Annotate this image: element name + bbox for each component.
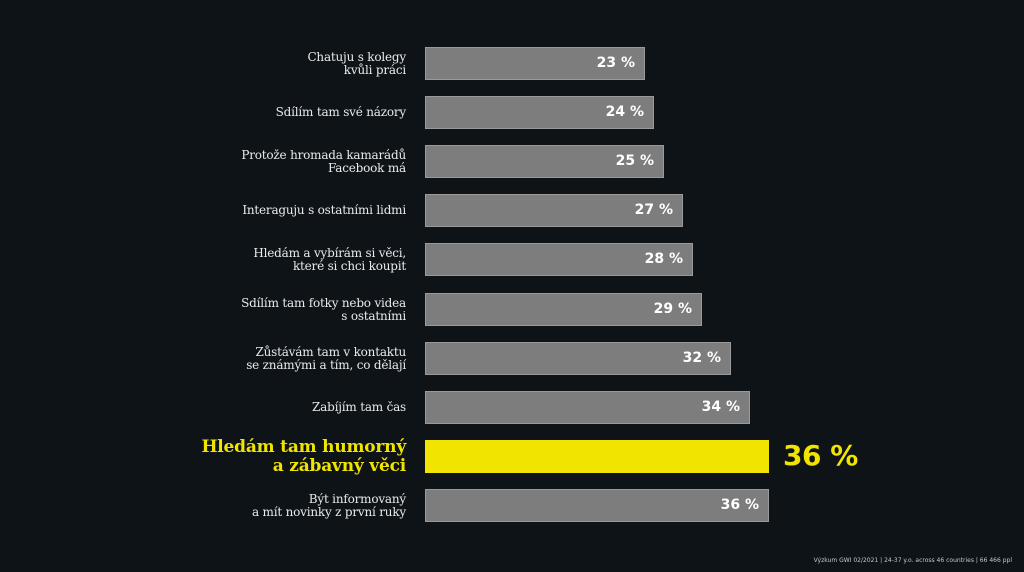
value-label: 32 % [682,350,721,366]
category-label-highlight: Hledám tam humorný a zábavný věci [201,437,406,476]
value-label: 25 % [615,153,654,169]
bar [425,194,683,227]
bar [425,47,645,80]
category-label: Zůstávám tam v kontaktu se známými a tím… [246,345,406,372]
bar-row: Interaguju s ostatními lidmi 27 % [0,194,1024,227]
value-label: 34 % [701,399,740,415]
value-label: 36 % [720,497,759,513]
category-label: Být informovaný a mít novinky z první ru… [251,492,406,519]
category-label: Sdílím tam své názory [275,105,407,119]
category-label: Hledám a vybírám si věci, které si chci … [253,246,406,273]
source-footnote: Výzkum GWI 02/2021 | 24-37 y.o. across 4… [813,557,1012,564]
bar [425,243,693,276]
value-label-highlight: 36 % [783,439,858,472]
bar [425,489,769,522]
bar-row: Zůstávám tam v kontaktu se známými a tím… [0,342,1024,375]
bar-row: Hledám a vybírám si věci, které si chci … [0,243,1024,276]
bar-highlight [425,440,769,473]
bar-row: Sdílím tam fotky nebo videa s ostatními 2… [0,293,1024,326]
value-label: 28 % [644,251,683,267]
category-label: Chatuju s kolegy kvůli práci [307,50,406,77]
bar [425,96,654,129]
bar-row: Být informovaný a mít novinky z první ru… [0,489,1024,522]
category-label: Sdílím tam fotky nebo videa s ostatními [241,296,406,323]
bar-row: Hledám tam humorný a zábavný věci 36 % [0,437,1024,476]
bar-row: Chatuju s kolegy kvůli práci 23 % [0,47,1024,80]
value-label: 23 % [596,55,635,71]
bar-row: Sdílím tam své názory 24 % [0,96,1024,129]
bar-row: Protože hromada kamarádů Facebook má 25 % [0,145,1024,178]
category-label: Interaguju s ostatními lidmi [242,203,406,217]
category-label: Zabíjím tam čas [312,400,406,414]
bar [425,391,750,424]
bar-row: Zabíjím tam čas 34 % [0,391,1024,424]
value-label: 29 % [653,301,692,317]
bar [425,145,664,178]
bar [425,342,731,375]
value-label: 27 % [634,202,673,218]
category-label: Protože hromada kamarádů Facebook má [241,148,406,175]
bar [425,293,702,326]
value-label: 24 % [605,104,644,120]
